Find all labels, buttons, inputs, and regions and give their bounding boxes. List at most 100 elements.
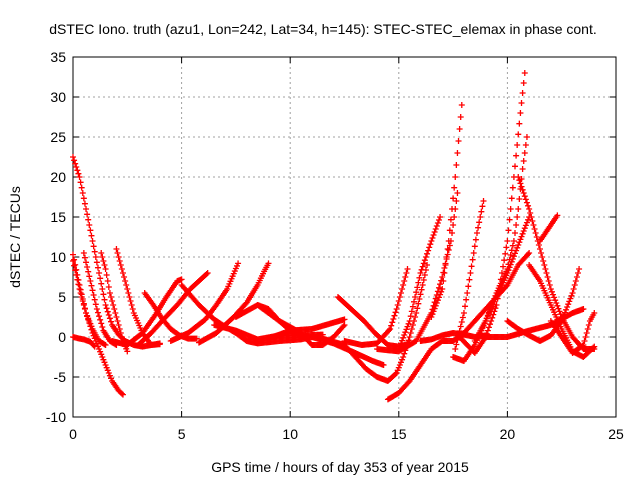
- data-point: [81, 254, 88, 261]
- data-point: [102, 362, 109, 368]
- data-series: [265, 316, 348, 342]
- data-point: [112, 310, 119, 316]
- data-point: [568, 292, 575, 299]
- data-point: [510, 253, 517, 260]
- data-point: [70, 258, 76, 264]
- data-point: [432, 302, 439, 309]
- data-point: [103, 272, 110, 278]
- data-point: [409, 303, 416, 310]
- data-point: [535, 242, 542, 248]
- data-series: [135, 270, 211, 348]
- data-point: [394, 302, 401, 308]
- data-point: [103, 305, 110, 312]
- data-point: [517, 180, 524, 187]
- data-point: [569, 290, 576, 296]
- data-point: [551, 294, 558, 301]
- data-point: [451, 214, 458, 220]
- data-point: [460, 310, 467, 316]
- data-point: [545, 278, 552, 284]
- data-point: [533, 234, 540, 240]
- data-point: [80, 302, 87, 308]
- data-point: [523, 134, 530, 140]
- data-point: [75, 281, 82, 288]
- data-point: [393, 370, 400, 376]
- data-point: [118, 334, 125, 340]
- y-tick-label: 10: [50, 249, 66, 265]
- data-point: [99, 354, 106, 360]
- data-point: [106, 372, 113, 379]
- data-point: [525, 251, 532, 258]
- data-point: [87, 227, 94, 234]
- data-point: [441, 270, 448, 276]
- data-point: [78, 184, 85, 191]
- data-point: [518, 100, 525, 106]
- x-tick-label: 0: [69, 426, 77, 442]
- data-point: [123, 282, 130, 288]
- data-point: [394, 367, 401, 374]
- data-point: [400, 354, 407, 360]
- y-tick-label: -5: [54, 369, 67, 385]
- data-point: [78, 294, 85, 300]
- data-point: [104, 367, 111, 374]
- data-point: [203, 271, 210, 277]
- data-point: [396, 294, 403, 300]
- data-point: [109, 298, 116, 304]
- data-point: [403, 326, 410, 333]
- data-point: [425, 247, 432, 254]
- data-point: [113, 314, 120, 320]
- data-point: [583, 330, 590, 336]
- data-point: [122, 278, 129, 284]
- data-point: [457, 323, 464, 330]
- data-point: [424, 262, 431, 268]
- data-point: [413, 310, 420, 316]
- data-point: [84, 211, 91, 218]
- data-point: [509, 242, 516, 249]
- data-point: [521, 193, 528, 200]
- data-point: [536, 246, 543, 252]
- data-point: [454, 190, 461, 196]
- data-point: [548, 288, 555, 295]
- data-point: [115, 254, 122, 260]
- y-tick-label: 5: [58, 289, 66, 305]
- data-point: [416, 274, 423, 281]
- data-point: [526, 206, 533, 212]
- data-point: [397, 359, 404, 366]
- data-point: [404, 323, 411, 330]
- data-point: [450, 195, 457, 202]
- data-point: [456, 328, 463, 334]
- y-tick-label: 0: [58, 329, 66, 345]
- data-point: [445, 238, 452, 244]
- data-point: [71, 262, 78, 269]
- data-point: [116, 258, 123, 264]
- data-point: [470, 250, 477, 256]
- data-point: [565, 301, 572, 308]
- data-point: [579, 342, 586, 349]
- data-point: [546, 282, 553, 288]
- data-point: [415, 279, 422, 286]
- data-point: [119, 391, 126, 398]
- data-point: [520, 158, 527, 164]
- data-point: [407, 313, 414, 320]
- data-point: [553, 300, 560, 306]
- data-point: [442, 262, 449, 268]
- data-point: [121, 274, 128, 280]
- data-point: [81, 200, 88, 207]
- data-point: [527, 210, 534, 216]
- data-point: [235, 260, 242, 267]
- data-point: [437, 214, 444, 220]
- data-point: [396, 343, 403, 350]
- data-point: [70, 251, 76, 258]
- data-series: [395, 214, 444, 352]
- data-point: [115, 322, 122, 328]
- data-point: [84, 264, 91, 270]
- data-point: [522, 196, 529, 203]
- data-point: [84, 312, 91, 319]
- data-point: [429, 235, 436, 241]
- data-point: [399, 286, 406, 292]
- data-point: [411, 298, 418, 305]
- data-point: [516, 196, 523, 202]
- data-point: [435, 217, 442, 223]
- data-point: [397, 340, 404, 347]
- data-point: [477, 214, 484, 220]
- data-point: [504, 270, 511, 276]
